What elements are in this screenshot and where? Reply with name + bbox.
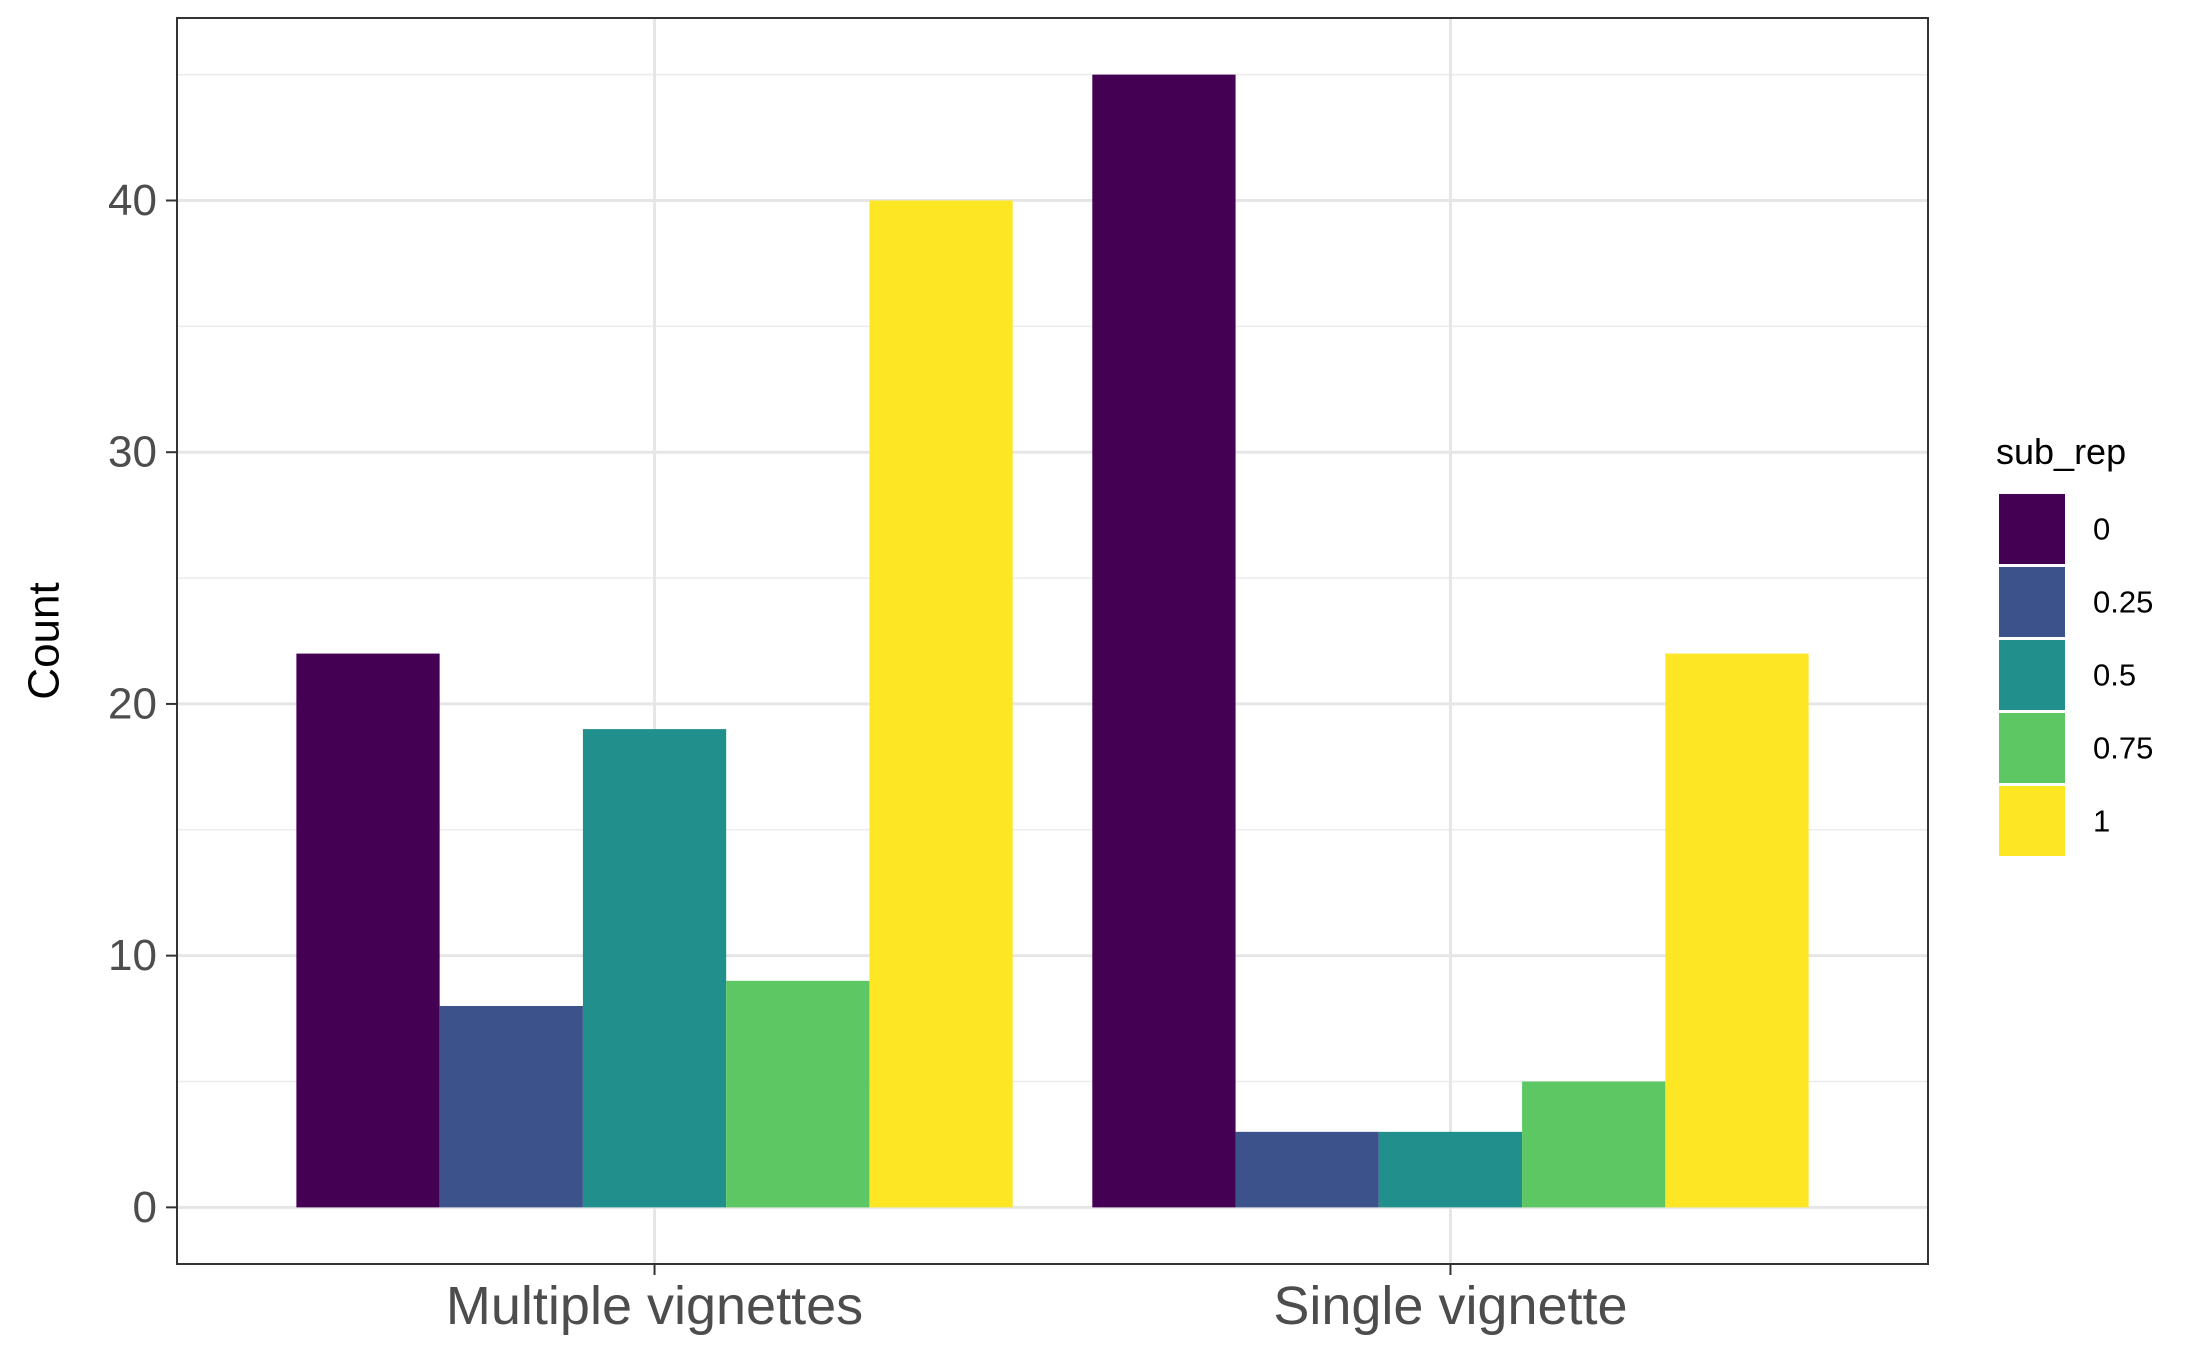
legend-title: sub_rep xyxy=(1996,431,2126,472)
x-tick-label: Single vignette xyxy=(1273,1276,1627,1336)
x-tick-label: Multiple vignettes xyxy=(446,1276,863,1336)
bars xyxy=(296,74,1809,1208)
legend-key xyxy=(1999,494,2065,564)
legend: sub_rep 0 0.25 0.5 0.75 1 xyxy=(1996,431,2153,856)
y-tick-label: 20 xyxy=(108,679,157,728)
bar xyxy=(726,980,870,1208)
legend-label: 1 xyxy=(2093,804,2110,839)
bar xyxy=(1522,1081,1666,1208)
bar xyxy=(1378,1131,1523,1208)
y-tick-label: 0 xyxy=(133,1183,157,1232)
legend-key xyxy=(1999,567,2065,637)
legend-key xyxy=(1999,640,2065,710)
y-tick-label: 30 xyxy=(108,428,157,477)
bar xyxy=(439,1005,583,1208)
bar xyxy=(869,200,1013,1208)
legend-key xyxy=(1999,713,2065,783)
bar xyxy=(296,653,440,1208)
y-tick-label: 10 xyxy=(108,931,157,980)
bar xyxy=(582,729,727,1208)
bar xyxy=(1235,1131,1379,1208)
plot-panel-border xyxy=(176,17,1929,1265)
bar xyxy=(1092,74,1236,1208)
y-tick-label: 40 xyxy=(108,176,157,225)
legend-label: 0.5 xyxy=(2093,658,2136,693)
legend-label: 0.25 xyxy=(2093,585,2153,620)
legend-label: 0.75 xyxy=(2093,731,2153,766)
y-axis-title: Count xyxy=(20,582,69,699)
x-axis: Multiple vignettes Single vignette xyxy=(446,1264,1628,1336)
bar xyxy=(1665,653,1809,1208)
y-axis: 0 10 20 30 40 xyxy=(108,176,177,1232)
legend-label: 0 xyxy=(2093,512,2110,547)
legend-key xyxy=(1999,786,2065,856)
